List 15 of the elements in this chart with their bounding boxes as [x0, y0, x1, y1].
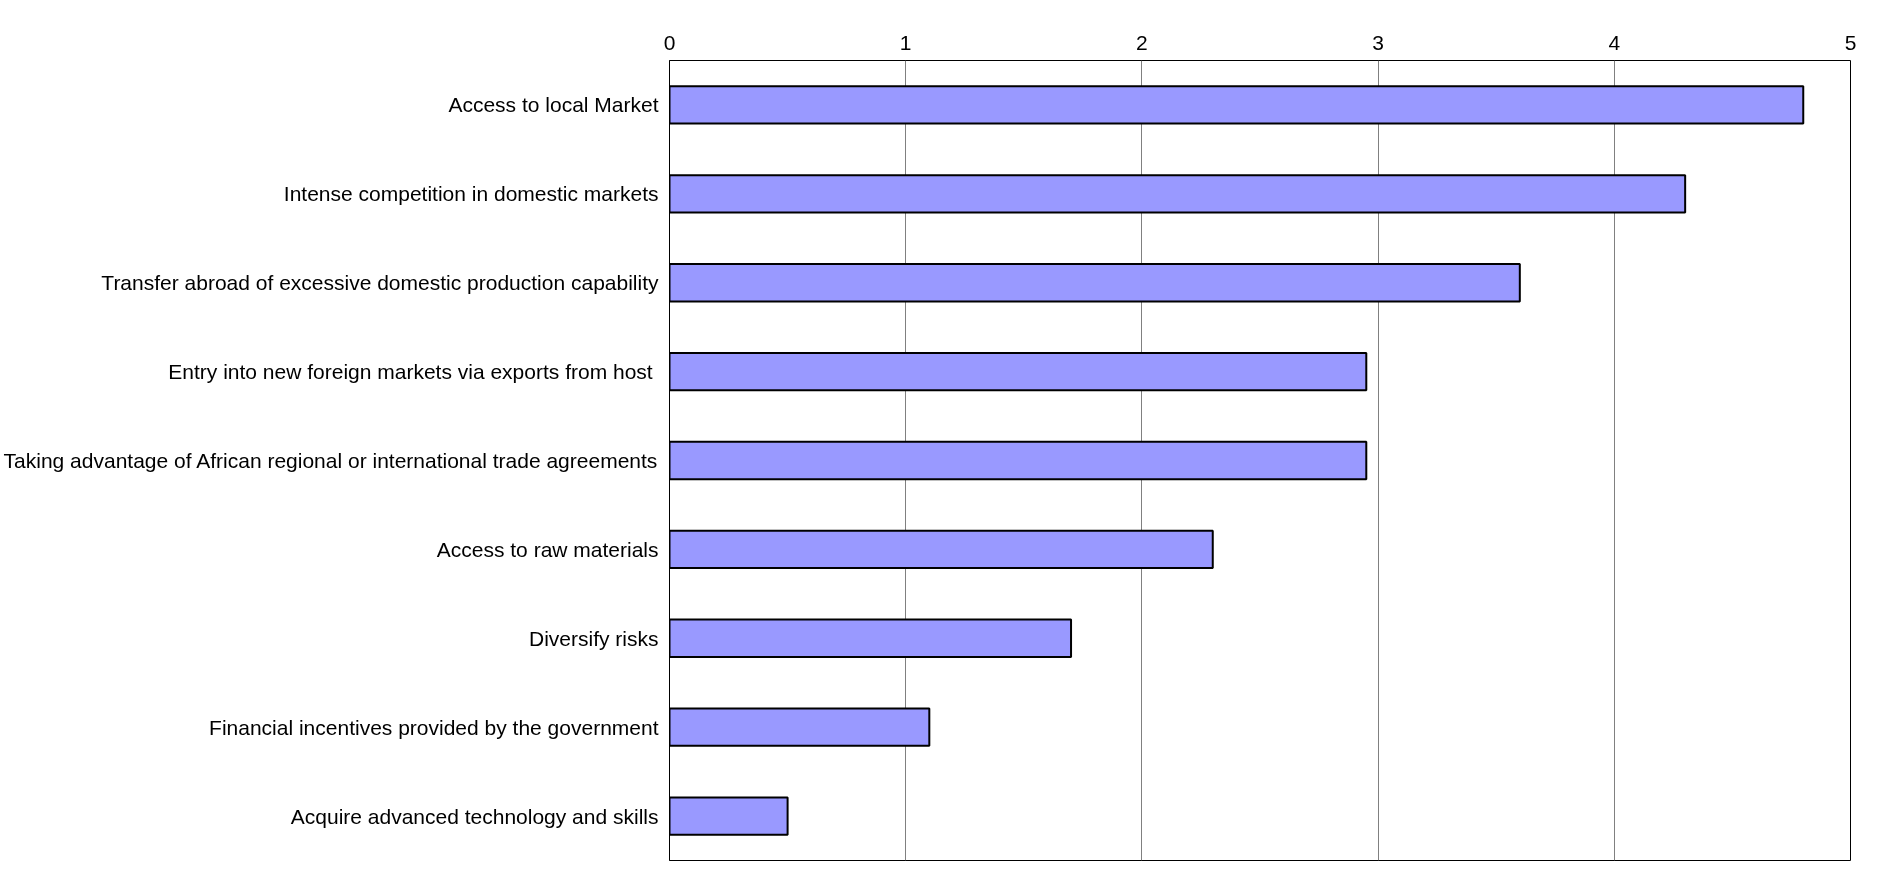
x-tick-label: 5: [1844, 30, 1857, 54]
y-tick-label: Diversify risks: [529, 626, 659, 650]
y-tick-label: Access to raw materials: [436, 537, 659, 561]
y-tick-label: Entry into new foreign markets via exports from host: [168, 360, 653, 384]
y-tick-label: Financial incentives provided by the government: [209, 715, 659, 739]
x-tick-label: 2: [1136, 30, 1148, 54]
y-tick-label: Taking advantage of African regional or international trade agreements: [3, 449, 658, 472]
y-tick-label: Transfer abroad of excessive domestic production capability: [101, 271, 659, 295]
y-tick-label: Intense competition in domestic markets: [283, 182, 659, 206]
x-tick-label: 0: [663, 30, 676, 54]
x-tick-label: 4: [1608, 30, 1621, 54]
x-tick-label: 1: [899, 30, 912, 54]
y-tick-label: Acquire advanced technology and skills: [290, 804, 659, 828]
x-tick-label: 3: [1372, 30, 1384, 54]
y-tick-label: Access to local Market: [448, 93, 659, 117]
